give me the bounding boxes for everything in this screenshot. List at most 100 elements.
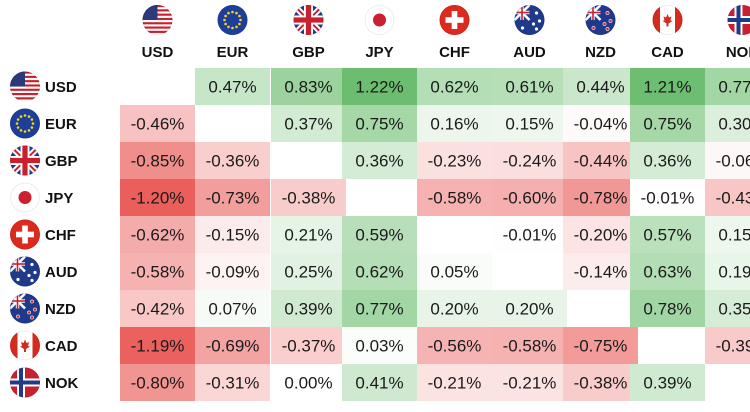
- cell-value-label: -0.46%: [131, 115, 185, 134]
- australia-flag-icon: [10, 256, 40, 287]
- cell-value-label: -1.19%: [131, 337, 185, 356]
- heatmap-cell: [705, 327, 750, 364]
- norway-flag-icon: [727, 5, 750, 35]
- cell-value-label: -0.01%: [503, 226, 557, 245]
- cell-value-label: 0.21%: [284, 226, 332, 245]
- heatmap-cell: [630, 253, 705, 290]
- heatmap-cell: [417, 290, 492, 327]
- heatmap-cell: [630, 142, 705, 179]
- cell-value-label: 0.39%: [284, 300, 332, 319]
- cell-value-label: 0.15%: [718, 226, 750, 245]
- heatmap-cell: [630, 68, 705, 105]
- heatmap-cell: [492, 327, 567, 364]
- cell-value-label: 0.44%: [576, 78, 624, 97]
- cell-value-label: -0.58%: [503, 337, 557, 356]
- cell-value-label: 0.35%: [718, 300, 750, 319]
- cell-value-label: -0.73%: [206, 189, 260, 208]
- cell-value-label: -0.43%: [716, 189, 750, 208]
- row-label: USD: [45, 79, 77, 96]
- cell-value-label: -0.06%: [716, 152, 750, 171]
- heatmap-cell: [705, 216, 750, 253]
- heatmap-cell: [705, 142, 750, 179]
- cell-value-label: 0.19%: [718, 263, 750, 282]
- heatmap-cell: [195, 290, 270, 327]
- heatmap-cell: [120, 105, 195, 142]
- heatmap-cell: [271, 216, 346, 253]
- heatmap-cell: [120, 364, 195, 401]
- canada-flag-icon: [10, 330, 40, 361]
- cell-value-label: -0.24%: [503, 152, 557, 171]
- cell-value-label: -0.31%: [206, 374, 260, 393]
- row-label: NOK: [45, 375, 79, 392]
- heatmap-cell: [342, 290, 417, 327]
- cell-value-label: 0.75%: [355, 115, 403, 134]
- row-label: EUR: [45, 116, 77, 133]
- heatmap-cell: [417, 179, 492, 216]
- heatmap-cell: [195, 253, 270, 290]
- heatmap-cell: [120, 253, 195, 290]
- heatmap-cell: [342, 327, 417, 364]
- heatmap-cell: [705, 290, 750, 327]
- heatmap-cell: [563, 216, 638, 253]
- cell-value-label: -0.44%: [574, 152, 628, 171]
- cell-value-label: 0.75%: [643, 115, 691, 134]
- heatmap-cell: [271, 327, 346, 364]
- cell-value-label: 0.59%: [355, 226, 403, 245]
- canada-flag-icon: [652, 5, 683, 35]
- heatmap-cell: [195, 216, 270, 253]
- column-headers: USD EUR GBP JPY CHF AUD NZD CAD NOK: [142, 5, 750, 61]
- heatmap-cell: [195, 327, 270, 364]
- cell-value-label: 0.36%: [355, 152, 403, 171]
- cell-value-label: 0.39%: [643, 374, 691, 393]
- us-flag-icon: [142, 5, 173, 35]
- cell-value-label: 0.16%: [430, 115, 478, 134]
- cell-value-label: 0.77%: [718, 78, 750, 97]
- new-zealand-flag-icon: [585, 5, 616, 35]
- cell-value-label: -0.37%: [282, 337, 336, 356]
- cell-value-label: 0.63%: [643, 263, 691, 282]
- heatmap-cell: [417, 364, 492, 401]
- heatmap-cell: [705, 68, 750, 105]
- column-label: CHF: [439, 44, 470, 61]
- heatmap-cell: [630, 364, 705, 401]
- cell-value-label: 0.25%: [284, 263, 332, 282]
- cell-value-label: 0.62%: [430, 78, 478, 97]
- cell-value-label: -0.36%: [206, 152, 260, 171]
- heatmap-cell: [342, 105, 417, 142]
- heatmap-cell: [563, 327, 638, 364]
- heatmap-cell: [417, 253, 492, 290]
- column-label: JPY: [365, 44, 393, 61]
- heatmap-cell: [271, 290, 346, 327]
- cell-value-label: -0.58%: [428, 189, 482, 208]
- cell-value-label: -0.80%: [131, 374, 185, 393]
- heatmap-cell: [195, 142, 270, 179]
- heatmap-cell: [563, 142, 638, 179]
- heatmap-cell: [705, 179, 750, 216]
- cell-value-label: 0.07%: [208, 300, 256, 319]
- cell-value-label: 0.03%: [355, 337, 403, 356]
- australia-flag-icon: [514, 5, 545, 35]
- cell-value-label: 0.15%: [505, 115, 553, 134]
- column-label: NZD: [585, 44, 616, 61]
- heatmap-cell: [120, 179, 195, 216]
- column-label: USD: [142, 44, 174, 61]
- uk-flag-icon: [293, 5, 324, 35]
- heatmap-cell: [271, 364, 346, 401]
- heatmap-cell: [417, 327, 492, 364]
- heatmap-cell: [705, 253, 750, 290]
- cell-value-label: 0.78%: [643, 300, 691, 319]
- cell-value-label: -0.78%: [574, 189, 628, 208]
- heatmap-cell: [630, 290, 705, 327]
- row-label: NZD: [45, 301, 76, 318]
- heatmap-cell: [705, 105, 750, 142]
- heatmap-cell: [120, 290, 195, 327]
- japan-flag-icon: [364, 5, 395, 35]
- cell-value-label: -0.58%: [131, 263, 185, 282]
- cell-value-label: 0.00%: [284, 374, 332, 393]
- row-label: AUD: [45, 264, 78, 281]
- cell-value-label: 0.47%: [208, 78, 256, 97]
- heatmap-cell: [492, 142, 567, 179]
- heatmap-cell: [342, 216, 417, 253]
- heatmap-cell: [342, 364, 417, 401]
